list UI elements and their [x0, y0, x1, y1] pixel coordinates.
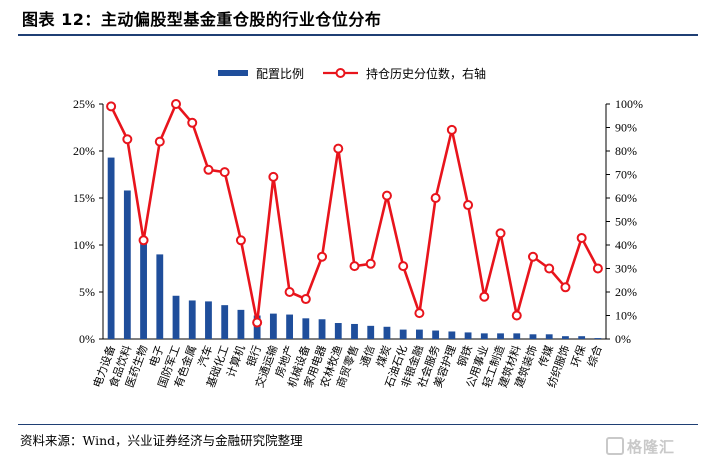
line-point — [544, 263, 555, 274]
bar — [497, 333, 504, 339]
line-point — [527, 251, 538, 262]
bar — [269, 313, 277, 339]
line-point — [349, 261, 360, 272]
bar — [188, 300, 196, 339]
bar — [334, 323, 342, 339]
right-tick-label: 60% — [615, 191, 637, 205]
bar — [432, 330, 440, 339]
line-point — [511, 310, 522, 321]
bar — [367, 325, 375, 339]
bar — [562, 336, 569, 339]
bar — [318, 319, 326, 339]
line-point — [365, 258, 376, 269]
line-point — [284, 287, 295, 297]
line-point — [430, 193, 441, 203]
watermark: 格隆汇 — [606, 436, 675, 457]
category-labels: 电力设备食品饮料医药生物电子国防军工有色金属汽车基础化工计算机银行交通运输房地产… — [90, 343, 605, 389]
watermark-logo-icon — [606, 437, 624, 455]
title-rule — [18, 34, 698, 36]
left-tick-label: 5% — [79, 285, 95, 299]
line-point — [560, 282, 571, 293]
right-tick-label: 40% — [615, 238, 637, 252]
bar — [578, 336, 586, 339]
bar — [205, 301, 212, 339]
right-axis: 0% 10% 20% 30% 40% 50% 60% 70% 80% 90% 100% — [605, 97, 643, 346]
line-point — [235, 235, 246, 246]
line-point — [203, 164, 214, 175]
watermark-text: 格隆汇 — [627, 438, 676, 456]
line-series — [106, 99, 603, 328]
line-point — [187, 117, 198, 128]
bar-series — [107, 157, 602, 339]
line-point — [414, 308, 425, 319]
source-note: 资料来源：Wind，兴业证券经济与金融研究院整理 — [20, 433, 303, 448]
right-tick-label: 0% — [615, 332, 631, 346]
line-point — [495, 228, 506, 239]
bar — [383, 326, 391, 339]
bar — [415, 329, 423, 339]
bar — [545, 334, 553, 339]
line-point — [252, 317, 263, 328]
left-tick-label: 20% — [73, 144, 95, 158]
bar — [156, 254, 164, 339]
legend-bar-swatch — [218, 70, 248, 76]
right-tick-label: 100% — [615, 97, 643, 111]
line-point — [138, 235, 149, 246]
category-label: 综合 — [584, 343, 605, 368]
line-point — [463, 200, 474, 211]
line-point — [592, 263, 603, 274]
line-point — [398, 261, 409, 272]
left-axis: 0% 5% 10% 15% 20% 25% — [73, 97, 606, 346]
line-point — [381, 190, 392, 201]
right-tick-label: 20% — [615, 285, 637, 299]
line-point — [446, 124, 457, 135]
bar — [221, 305, 229, 339]
line-point — [317, 251, 328, 262]
bar — [107, 157, 115, 339]
right-tick-label: 80% — [615, 144, 637, 158]
figure-title: 图表 12：主动偏股型基金重仓股的行业仓位分布 — [22, 10, 382, 29]
legend-bar-label: 配置比例 — [256, 67, 304, 81]
bar — [140, 243, 147, 339]
right-tick-label: 50% — [615, 215, 637, 229]
right-tick-label: 30% — [615, 262, 637, 276]
line-path — [109, 102, 600, 324]
line-point — [171, 99, 182, 109]
source-rule — [18, 424, 698, 425]
bar — [351, 323, 358, 339]
bar — [448, 331, 456, 339]
legend: 配置比例 持仓历史分位数，右轴 — [218, 66, 486, 81]
right-tick-label: 90% — [615, 121, 637, 135]
bar — [480, 333, 488, 339]
bar — [123, 190, 131, 339]
line-point — [479, 291, 490, 302]
line-point — [300, 294, 311, 305]
bar — [399, 329, 407, 339]
line-point — [333, 143, 344, 154]
left-tick-label: 15% — [73, 191, 95, 205]
bar — [302, 318, 310, 339]
bar — [529, 334, 537, 339]
bar — [172, 295, 180, 339]
line-point — [154, 136, 165, 147]
right-tick-label: 70% — [615, 168, 637, 182]
line-point — [122, 134, 133, 145]
line-point — [268, 171, 279, 182]
bar — [513, 333, 521, 339]
line-point — [106, 101, 117, 112]
legend-line-label: 持仓历史分位数，右轴 — [366, 66, 486, 81]
line-point — [576, 232, 587, 243]
bar — [286, 314, 294, 339]
bar — [594, 338, 602, 339]
left-tick-label: 10% — [73, 238, 95, 252]
left-tick-label: 0% — [79, 332, 95, 346]
line-point — [219, 167, 230, 178]
bar — [464, 332, 472, 339]
bar — [237, 309, 245, 339]
left-tick-label: 25% — [73, 97, 95, 111]
right-tick-label: 10% — [615, 309, 637, 323]
legend-line-marker — [335, 68, 346, 78]
